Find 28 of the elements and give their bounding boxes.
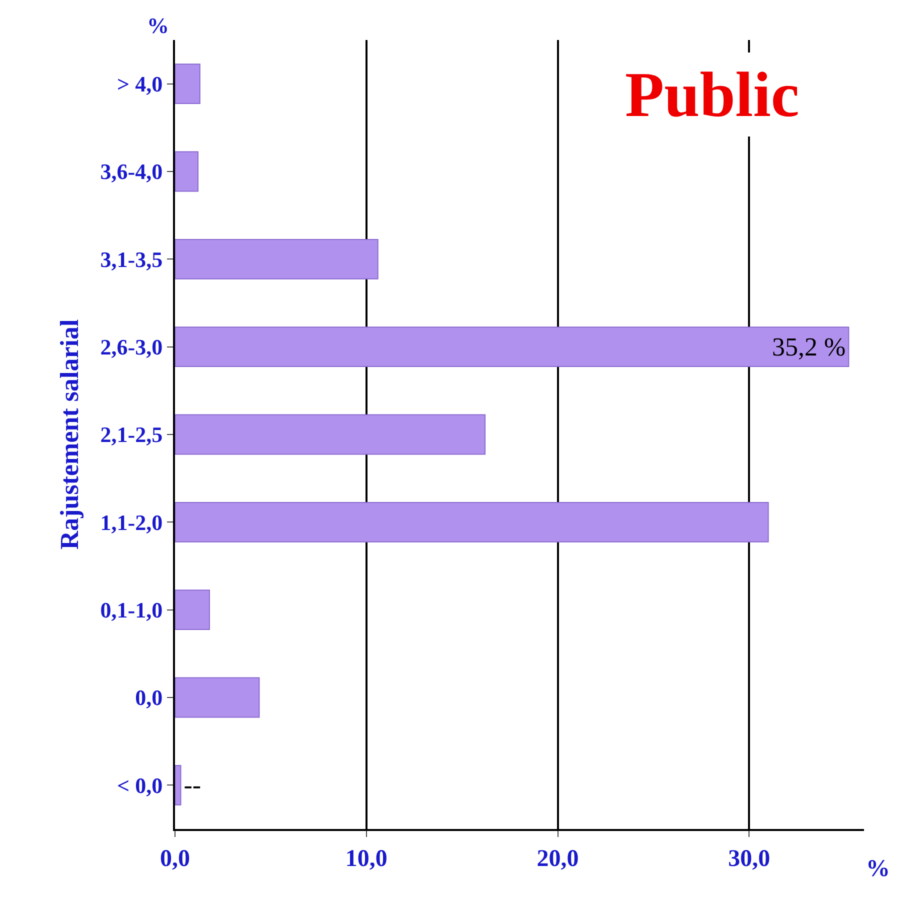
y-tick-label: 1,1-2,0	[100, 510, 163, 535]
y-tick-label: 3,1-3,5	[100, 246, 163, 272]
x-axis-title: %	[866, 856, 890, 882]
y-tick-label: < 0,0	[117, 772, 163, 798]
chart-title: Public	[625, 59, 800, 130]
x-tick-label: 10,0	[345, 846, 388, 872]
x-tick-label: 20,0	[536, 846, 579, 872]
bar	[175, 414, 486, 455]
bar	[175, 64, 200, 104]
bar	[175, 677, 260, 718]
x-tick-label: 30,0	[728, 846, 770, 872]
data-label: 35,2 %	[772, 332, 846, 362]
bar	[175, 326, 850, 368]
bar	[175, 764, 182, 806]
y-tick-label: 3,6-4,0	[100, 159, 163, 184]
y-tick-label: 2,1-2,5	[100, 422, 163, 448]
y-axis-title: Rajustement salarial	[55, 319, 84, 550]
y-tick-label: 2,6-3,0	[100, 334, 163, 360]
data-label: --	[184, 770, 202, 800]
x-tick-label: 0,0	[160, 846, 190, 872]
bar	[175, 151, 198, 192]
y-tick-label: 0,0	[135, 685, 163, 710]
y-tick-label: 0,1-1,0	[100, 598, 163, 623]
bar	[175, 238, 378, 280]
y-tick-label: > 4,0	[117, 72, 163, 97]
bar	[175, 590, 210, 630]
bar	[175, 502, 769, 542]
text: %	[147, 13, 169, 38]
